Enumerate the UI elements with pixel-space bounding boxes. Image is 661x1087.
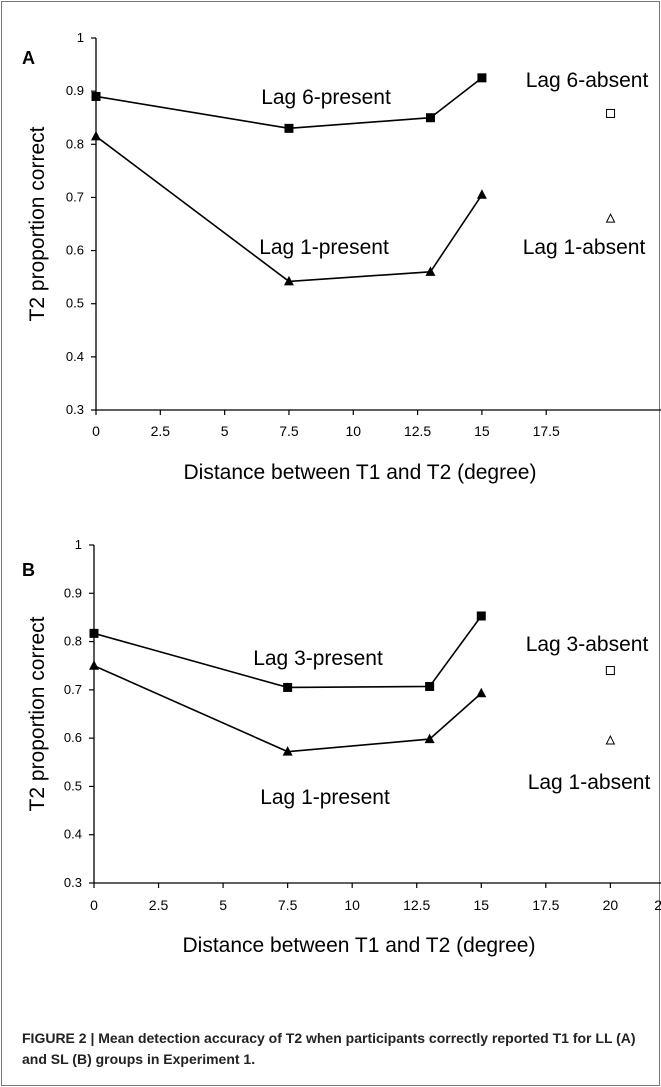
data-point-square: [89, 628, 99, 638]
series-label: Lag 1-present: [259, 236, 389, 259]
y-tick-label: 0.8: [66, 136, 84, 151]
series-lag-3-present: Lag 3-present: [89, 611, 486, 692]
series-line: [95, 77, 483, 130]
x-tick-label: 2.5: [149, 897, 169, 913]
data-point-triangle: [91, 130, 101, 141]
series-lag-1-present: Lag 1-present: [91, 130, 487, 286]
y-tick-label: 0.7: [64, 682, 82, 697]
x-axis-title: Distance between T1 and T2 (degree): [184, 461, 537, 484]
y-tick-label: 0.9: [66, 83, 84, 98]
x-tick-label: 10: [344, 897, 360, 913]
y-tick-label: 0.6: [66, 243, 84, 258]
series-line: [95, 135, 483, 283]
data-point-square: [477, 73, 487, 83]
y-axis-title: T2 proportion correct: [26, 616, 49, 811]
data-point-triangle: [476, 687, 487, 698]
x-tick-label: 17.5: [533, 423, 560, 439]
x-tick-label: 12.5: [403, 897, 430, 913]
x-tick-label: 5: [221, 423, 229, 439]
x-tick-label: 15: [473, 897, 489, 913]
chart-panel-b: B0.30.40.50.60.70.80.910 2.5 5 7.5 10 12.5 15 1…: [22, 537, 661, 957]
data-point-open-triangle: [605, 734, 616, 745]
series-lag-1-absent: Lag 1-absent: [528, 734, 651, 794]
y-tick-label: 0.4: [66, 349, 84, 364]
x-tick-label: 0: [92, 423, 100, 439]
panel-label: B: [22, 560, 35, 580]
data-point-triangle: [425, 266, 436, 276]
series-lag-6-present: Lag 6-present: [91, 73, 487, 133]
x-tick-label: 0: [90, 897, 98, 913]
x-tick-label: 17.5: [532, 897, 559, 913]
data-point-open-triangle: [605, 213, 616, 223]
data-point-triangle: [424, 733, 435, 744]
data-point-triangle: [283, 275, 294, 286]
y-tick-label: 1: [77, 30, 84, 45]
data-point-square: [91, 91, 101, 101]
chart-panel-a: A0.30.40.50.60.70.80.910 2.5 5 7.5 10 12.5 15 1…: [22, 30, 661, 484]
data-point-square: [425, 681, 435, 691]
x-tick-label: 7.5: [278, 897, 298, 913]
series-label: Lag 3-absent: [526, 633, 649, 656]
y-tick-label: 0.9: [64, 585, 82, 600]
x-tick-label: 22: [654, 897, 661, 913]
series-lag-1-absent: Lag 1-absent: [523, 213, 646, 259]
x-tick-label: 12.5: [404, 423, 431, 439]
x-tick-label: 10: [345, 423, 361, 439]
data-point-square: [476, 611, 486, 621]
data-point-triangle: [282, 746, 293, 756]
series-line: [93, 615, 482, 689]
y-tick-label: 1: [75, 537, 82, 552]
y-tick-label: 0.3: [66, 402, 84, 417]
y-tick-label: 0.7: [66, 189, 84, 204]
series-label: Lag 1-present: [260, 786, 390, 809]
data-point-square: [425, 113, 435, 123]
figure-caption: FIGURE 2 | Mean detection accuracy of T2…: [22, 1030, 636, 1067]
series-label: Lag 1-absent: [523, 236, 646, 259]
y-tick-label: 0.4: [64, 827, 82, 842]
series-label: Lag 6-absent: [526, 69, 649, 92]
data-point-square: [283, 682, 293, 692]
series-lag-6-absent: Lag 6-absent: [526, 69, 649, 118]
x-axis-title: Distance between T1 and T2 (degree): [183, 934, 536, 957]
data-point-triangle: [89, 660, 99, 670]
y-tick-label: 0.6: [64, 730, 82, 745]
panel-label: A: [22, 48, 35, 68]
series-label: Lag 1-absent: [528, 771, 651, 794]
series-line: [93, 664, 482, 753]
series-lag-1-present: Lag 1-present: [89, 660, 487, 809]
y-tick-label: 0.8: [64, 634, 82, 649]
series-label: Lag 6-present: [261, 86, 391, 109]
x-tick-label: 5: [219, 897, 227, 913]
x-tick-label: 7.5: [279, 423, 299, 439]
data-point-square: [284, 123, 294, 133]
y-tick-label: 0.5: [66, 296, 84, 311]
x-tick-label: 2.5: [151, 423, 171, 439]
data-point-triangle: [476, 189, 487, 199]
x-tick-label: 20: [603, 897, 619, 913]
y-tick-label: 0.3: [64, 875, 82, 890]
x-tick-label: 15: [474, 423, 490, 439]
data-point-open-square: [606, 108, 616, 118]
data-point-open-square: [605, 666, 615, 676]
series-lag-3-absent: Lag 3-absent: [526, 633, 649, 676]
y-tick-label: 0.5: [64, 778, 82, 793]
series-label: Lag 3-present: [253, 647, 383, 670]
y-axis-title: T2 proportion correct: [26, 126, 49, 321]
